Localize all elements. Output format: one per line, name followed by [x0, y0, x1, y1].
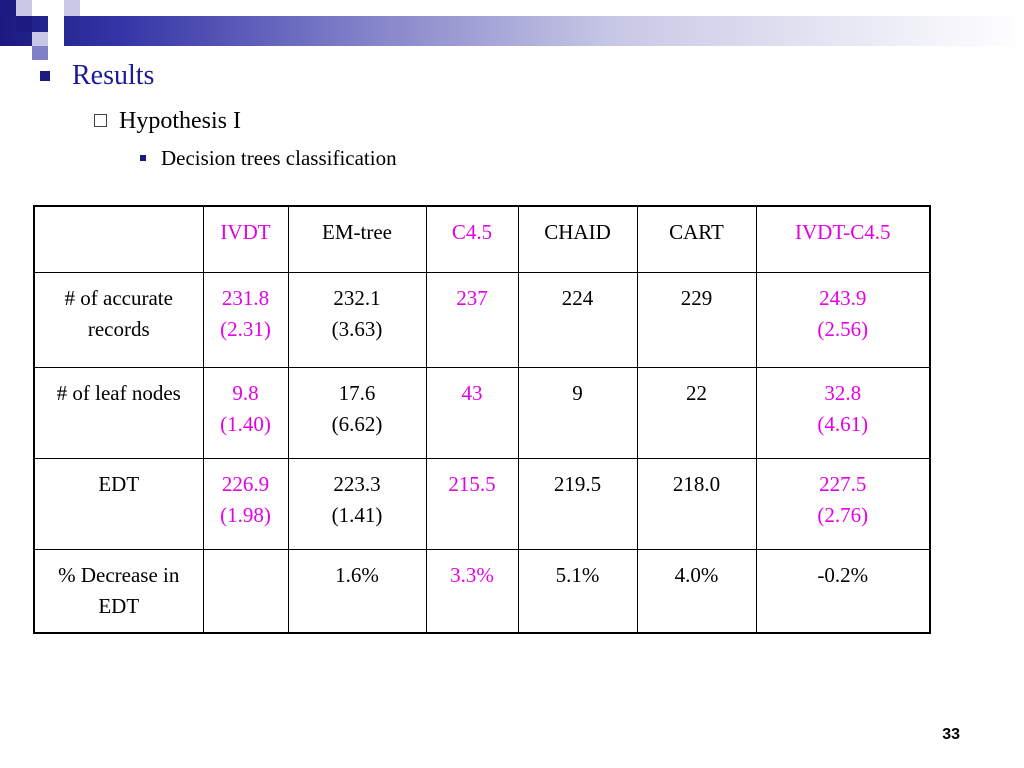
- decor-square: [64, 0, 80, 16]
- table-cell: 231.8 (2.31): [202, 272, 289, 368]
- table-cell: 5.1%: [517, 549, 638, 634]
- table-cell: 1.6%: [287, 549, 427, 634]
- table-header-cell: CHAID: [517, 205, 638, 273]
- cell-value: 4.0%: [674, 563, 719, 587]
- bullet-level2: Hypothesis I: [94, 108, 241, 135]
- table-cell: 215.5: [425, 458, 519, 550]
- table-cell: 229: [636, 272, 757, 368]
- table-cell: 224: [517, 272, 638, 368]
- cell-value: 9.8: [232, 381, 259, 405]
- table-cell: 9.8 (1.40): [202, 367, 289, 459]
- cell-value: 1.6%: [335, 563, 379, 587]
- cell-value: 231.8: [221, 286, 270, 310]
- cell-value: 237: [456, 286, 488, 310]
- table-cell: 243.9 (2.56): [755, 272, 931, 368]
- decor-square: [48, 16, 64, 46]
- hollow-square-bullet-icon: [94, 113, 107, 127]
- decor-square: [32, 46, 48, 60]
- table-header-cell: IVDT-C4.5: [755, 205, 931, 273]
- decor-square: [0, 0, 16, 16]
- cell-value: 223.3: [333, 472, 381, 496]
- header-gradient-bar: [0, 16, 1024, 46]
- cell-value: 43: [461, 381, 483, 405]
- table-row: % Decrease in EDT 1.6% 3.3% 5.1% 4.0% -0…: [33, 549, 931, 634]
- decor-square: [32, 32, 48, 48]
- cell-value: 218.0: [672, 472, 721, 496]
- bullet-level3-text: Decision trees classification: [161, 146, 397, 170]
- cell-value: 32.8: [824, 381, 862, 405]
- bullet-level3: Decision trees classification: [140, 146, 397, 171]
- cell-sd: (6.62): [331, 412, 383, 436]
- cell-sd: (4.61): [817, 412, 869, 436]
- cell-value: 5.1%: [555, 563, 600, 587]
- row-label: # of accurate records: [33, 272, 204, 368]
- table-cell: 32.8 (4.61): [755, 367, 931, 459]
- table-cell: 223.3 (1.41): [287, 458, 427, 550]
- cell-sd: (2.56): [817, 317, 869, 341]
- small-square-bullet-icon: [140, 155, 146, 162]
- table-cell: -0.2%: [755, 549, 931, 634]
- table-header-row: IVDT EM-tree C4.5 CHAID CART IVDT-C4.5: [33, 205, 931, 273]
- bullet-level1: Results: [40, 60, 154, 92]
- table-cell: [202, 549, 289, 634]
- cell-sd: (3.63): [331, 317, 383, 341]
- cell-value: -0.2%: [817, 563, 869, 587]
- table-row: # of accurate records 231.8 (2.31) 232.1 (…: [33, 272, 931, 368]
- row-label: # of leaf nodes: [33, 367, 204, 459]
- cell-value: 229: [680, 286, 713, 310]
- table-header-cell: IVDT: [202, 205, 289, 273]
- table-cell: 3.3%: [425, 549, 519, 634]
- cell-value: 17.6: [338, 381, 376, 405]
- cell-value: 232.1: [333, 286, 381, 310]
- cell-sd: (1.40): [220, 412, 271, 436]
- table-cell: 17.6 (6.62): [287, 367, 427, 459]
- cell-value: 227.5: [819, 472, 867, 496]
- row-label: EDT: [33, 458, 204, 550]
- table-cell: 218.0: [636, 458, 757, 550]
- table-cell: 237: [425, 272, 519, 368]
- square-bullet-icon: [40, 70, 50, 81]
- table-cell: 9: [517, 367, 638, 459]
- cell-sd: (1.41): [331, 503, 383, 527]
- cell-value: 215.5: [448, 472, 496, 496]
- decor-square: [32, 0, 48, 16]
- table-row: EDT 226.9 (1.98) 223.3 (1.41) 215.5 219.5 …: [33, 458, 931, 550]
- table-cell: 226.9 (1.98): [202, 458, 289, 550]
- table-cell: 4.0%: [636, 549, 757, 634]
- cell-sd: (1.98): [220, 503, 271, 527]
- cell-value: 22: [686, 381, 707, 405]
- bullet-level1-text: Results: [72, 60, 155, 91]
- cell-value: 9: [572, 381, 583, 405]
- table-cell: 232.1 (3.63): [287, 272, 427, 368]
- results-table: IVDT EM-tree C4.5 CHAID CART IVDT-C4.5 #…: [33, 205, 931, 634]
- table-header-cell: C4.5: [425, 205, 519, 273]
- cell-value: 3.3%: [450, 563, 494, 587]
- cell-value: 219.5: [553, 472, 602, 496]
- table-cell: 227.5 (2.76): [755, 458, 931, 550]
- table-header-cell: EM-tree: [287, 205, 427, 273]
- table-row: # of leaf nodes 9.8 (1.40) 17.6 (6.62) 43 …: [33, 367, 931, 459]
- table-cell: 22: [636, 367, 757, 459]
- cell-sd: (2.31): [220, 317, 271, 341]
- table-header-cell: CART: [636, 205, 757, 273]
- decor-square: [16, 0, 32, 16]
- cell-value: 243.9: [819, 286, 867, 310]
- row-label: % Decrease in EDT: [33, 549, 204, 634]
- table-cell: 43: [425, 367, 519, 459]
- table-cell: 219.5: [517, 458, 638, 550]
- cell-value: 224: [561, 286, 594, 310]
- decor-square: [16, 16, 32, 32]
- bullet-level2-text: Hypothesis I: [119, 108, 241, 134]
- cell-value: 226.9: [221, 472, 270, 496]
- cell-sd: (2.76): [817, 503, 869, 527]
- page-number: 33: [942, 726, 960, 743]
- table-header-cell: [33, 205, 204, 273]
